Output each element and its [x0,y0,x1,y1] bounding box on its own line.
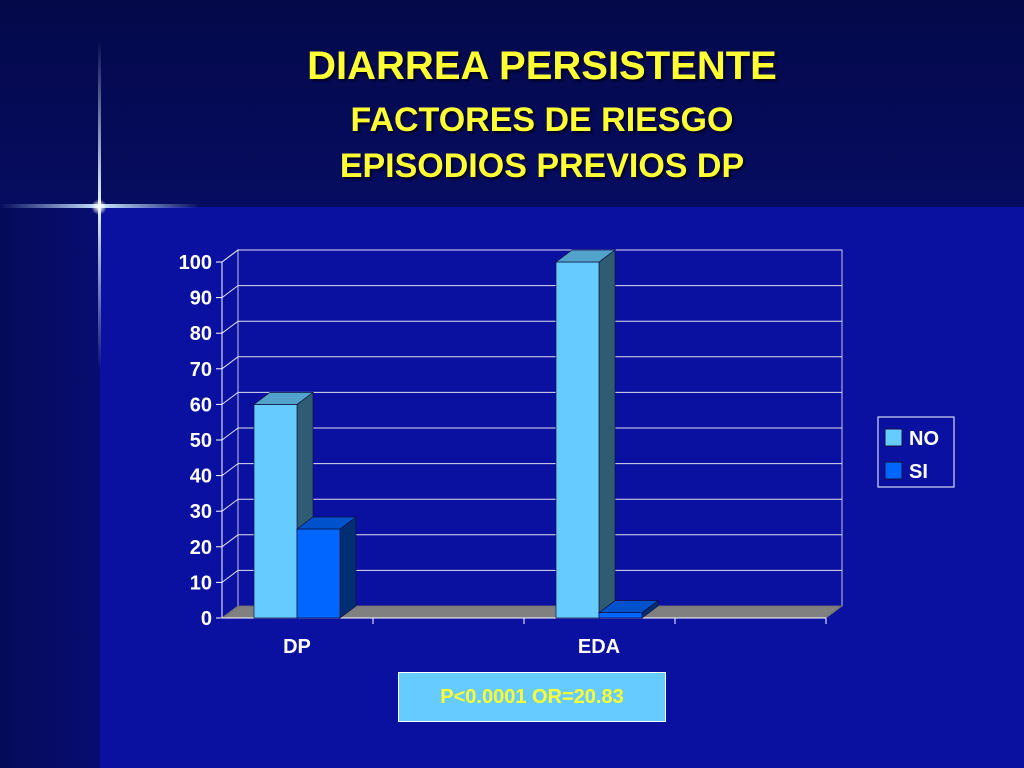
y-tick-label: 80 [190,323,212,345]
slide-subtitle-risk-factors: FACTORES DE RIESGO [350,101,734,139]
bar [598,612,643,619]
y-tick-label: 0 [201,608,212,630]
x-category-label: DP [283,636,311,658]
y-tick-label: 100 [179,252,212,274]
bar-top [554,249,617,263]
y-tick-label: 10 [190,572,212,594]
gridline [221,427,842,441]
y-tick-label: 90 [190,288,212,310]
gridline [221,391,842,405]
gridline [221,356,842,370]
gridline [221,498,842,512]
gridline [221,320,842,334]
bar-top [597,600,660,614]
gridline [221,285,842,299]
bar [555,261,600,619]
y-tick-label: 40 [190,466,212,488]
slide-subtitle-previous-episodes: EPISODIOS PREVIOS DP [339,147,745,185]
legend-swatch [884,428,903,447]
y-tick-label: 60 [190,394,212,416]
y-tick-label: 30 [190,501,212,523]
sparkle-star-icon [91,199,107,215]
left-background-band [0,207,100,768]
x-category-label: EDA [578,636,620,658]
gridline [221,534,842,548]
legend-swatch [884,461,903,480]
legend-label: NO [909,428,939,450]
bar [253,404,298,619]
title-background [0,0,1024,207]
y-tick-label: 70 [190,359,212,381]
bar [296,528,341,619]
y-tick-label: 20 [190,537,212,559]
bar-side [339,516,357,619]
gridline [221,463,842,477]
gridline [221,249,842,263]
statistics-box: P<0.0001 OR=20.83 [398,672,666,722]
legend-label: SI [909,461,928,483]
y-tick-label: 50 [190,430,212,452]
bar-top [295,516,358,530]
bar-side [598,249,616,619]
slide-title: DIARREA PERSISTENTE [307,44,777,88]
gridline [221,569,842,583]
bar-top [252,392,315,405]
statistics-text: P<0.0001 OR=20.83 [440,685,624,708]
